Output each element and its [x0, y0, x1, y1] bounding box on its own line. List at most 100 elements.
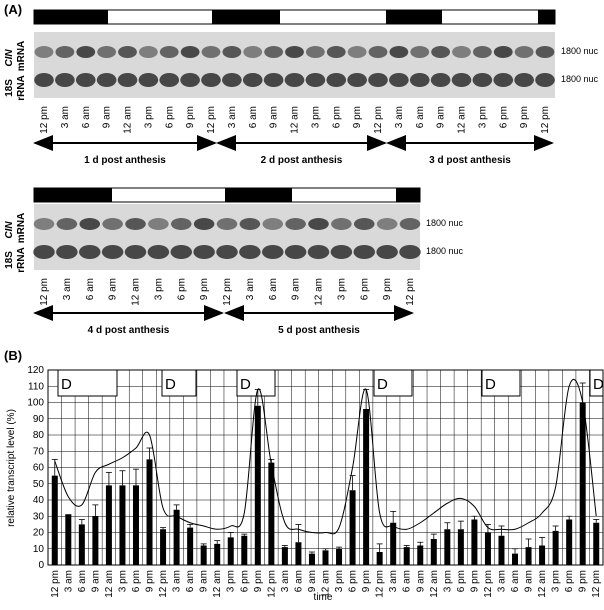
x-tick-label: 6 pm — [239, 570, 250, 592]
type-label: mRNA — [16, 213, 27, 244]
blot-band — [56, 218, 78, 230]
x-tick-label: 12 am — [104, 570, 115, 598]
blot-band — [376, 245, 398, 259]
blot-band — [125, 218, 146, 230]
blot-band — [159, 46, 179, 58]
x-tick-label: 9 pm — [145, 570, 156, 592]
blot-band — [239, 218, 261, 230]
dark-box — [481, 369, 521, 397]
fit-curve — [54, 378, 597, 535]
bar — [187, 527, 194, 565]
blot-band — [353, 218, 375, 230]
y-tick-label: 10 — [33, 544, 45, 555]
blot-band — [102, 218, 123, 230]
x-tick-label: 12 am — [212, 570, 223, 598]
bar — [268, 462, 275, 565]
lane-label: 12 pm — [39, 278, 50, 306]
lane-label: 6 pm — [498, 106, 509, 128]
x-tick-label: 9 pm — [253, 570, 264, 592]
blot-band — [96, 73, 117, 87]
blot-band — [399, 245, 421, 259]
period-label: 5 d post anthesis — [278, 325, 360, 336]
x-tick-label: 12 pm — [591, 570, 602, 598]
lane-label: 12 pm — [39, 106, 50, 134]
x-tick-label: 12 pm — [483, 570, 494, 598]
blot-band — [33, 218, 55, 230]
x-tick-label: 6 pm — [456, 570, 467, 592]
bar — [65, 514, 72, 565]
x-tick-label: 12 am — [429, 570, 440, 598]
bar — [457, 529, 464, 565]
blot-band — [330, 245, 353, 259]
blot-band — [535, 73, 555, 87]
y-tick-label: 50 — [33, 479, 45, 490]
lane-label: 12 am — [457, 106, 468, 134]
dark-box — [161, 369, 197, 397]
blot-band — [307, 245, 330, 259]
x-tick-label: 6 am — [77, 570, 88, 592]
blot-band — [326, 73, 347, 87]
gene-label: CIN — [4, 221, 15, 239]
bar — [349, 490, 356, 565]
bar — [430, 539, 437, 565]
x-tick-label: 3 pm — [117, 570, 128, 592]
blot-band — [305, 73, 326, 87]
blot-band — [55, 73, 75, 87]
lane-label: 6 pm — [176, 278, 187, 300]
panel-label: (A) — [4, 2, 22, 17]
blot-band — [409, 73, 430, 87]
blot-band — [76, 46, 96, 58]
blot-band — [101, 245, 124, 259]
x-tick-label: 9 pm — [361, 570, 372, 592]
blot-band — [430, 73, 451, 87]
dark-period — [212, 10, 280, 24]
band-label: 1800 nuc — [426, 246, 464, 256]
lane-label: 3 am — [62, 278, 73, 300]
bar — [227, 537, 234, 565]
lane-label: 9 pm — [352, 106, 363, 128]
x-tick-label: 3 pm — [442, 570, 453, 592]
blot — [34, 32, 555, 98]
blot-band — [331, 218, 352, 230]
bar — [200, 545, 207, 565]
type-label: rRNA — [16, 75, 27, 101]
annotation: D — [377, 376, 388, 393]
blot-band — [78, 245, 101, 259]
bar — [241, 535, 248, 565]
blot-band — [285, 46, 304, 58]
annotation: D — [240, 376, 251, 393]
bar — [160, 529, 167, 565]
blot-band — [193, 245, 215, 259]
y-tick-label: 0 — [38, 560, 44, 571]
bar — [105, 485, 112, 565]
blot-band — [308, 218, 329, 230]
blot-band — [347, 46, 367, 58]
period-label: 2 d post anthesis — [261, 155, 343, 166]
blot-band — [55, 46, 75, 58]
bar — [254, 405, 261, 565]
x-tick-label: 6 pm — [564, 570, 575, 592]
dark-period — [34, 10, 108, 24]
lane-label: 3 am — [227, 106, 238, 128]
x-tick-label: 3 pm — [551, 570, 562, 592]
y-tick-label: 90 — [33, 414, 45, 425]
bar — [119, 485, 126, 565]
x-tick-label: 3 pm — [226, 570, 237, 592]
blot-band — [201, 73, 221, 87]
bar — [444, 529, 451, 565]
lane-label: 6 am — [81, 106, 92, 128]
blot-band — [222, 73, 242, 87]
lane-label: 6 am — [268, 278, 279, 300]
blot-band — [124, 245, 147, 259]
lane-label: 12 pm — [405, 278, 416, 306]
x-tick-label: 3 am — [172, 570, 183, 592]
blot-band — [216, 245, 238, 259]
bar — [146, 459, 153, 565]
bar — [579, 402, 586, 565]
y-tick-label: 120 — [27, 365, 44, 376]
period-label: 3 d post anthesis — [429, 155, 511, 166]
gene-label: 18S — [4, 251, 15, 269]
x-tick-label: 12 am — [321, 570, 332, 598]
bar — [471, 519, 478, 565]
annotation: D — [593, 376, 604, 393]
